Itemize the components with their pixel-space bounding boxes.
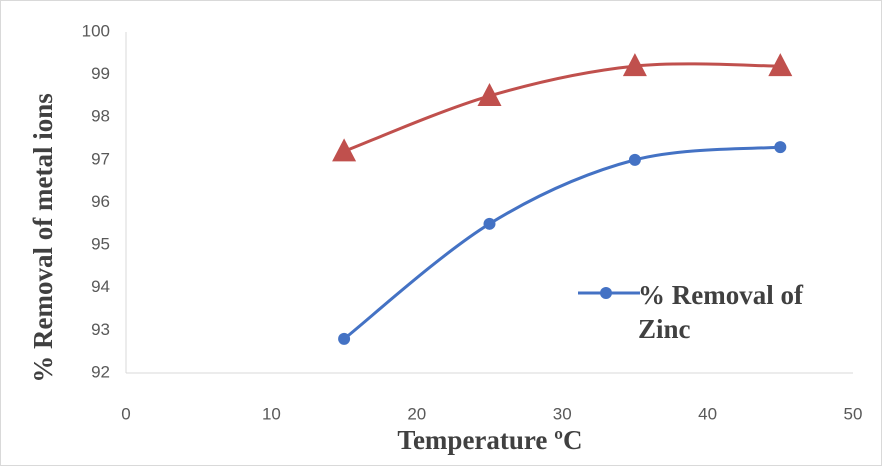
y-tick-label: 99 [91, 64, 110, 83]
x-tick-label: 50 [844, 404, 863, 423]
data-point [338, 332, 351, 345]
series-line [343, 145, 781, 341]
series-line [343, 62, 781, 153]
y-tick-label: 97 [91, 149, 110, 168]
data-point [768, 53, 793, 77]
x-tick-label: 10 [262, 404, 281, 423]
y-tick-label: 93 [91, 320, 110, 339]
data-point [774, 141, 787, 154]
y-tick-label: 94 [91, 277, 110, 296]
x-axis-title: Temperature ºC [397, 425, 582, 455]
data-point [622, 53, 647, 77]
y-tick-label: 95 [91, 235, 110, 254]
legend-label: % Removal of Zinc [638, 280, 803, 344]
y-tick-label: 96 [91, 192, 110, 211]
y-tick-label: 98 [91, 107, 110, 126]
y-tick-label: 100 [82, 21, 110, 40]
y-tick-label: 92 [91, 362, 110, 381]
x-tick-label: 0 [121, 404, 130, 423]
data-point [628, 153, 641, 166]
x-tick-label: 40 [698, 404, 717, 423]
legend-marker [600, 287, 612, 299]
data-point [477, 82, 502, 106]
x-tick-label: 30 [553, 404, 572, 423]
y-axis-title: % Removal of metal ions [28, 93, 58, 382]
data-point [483, 217, 496, 230]
x-tick-label: 20 [407, 404, 426, 423]
data-point [332, 138, 357, 162]
